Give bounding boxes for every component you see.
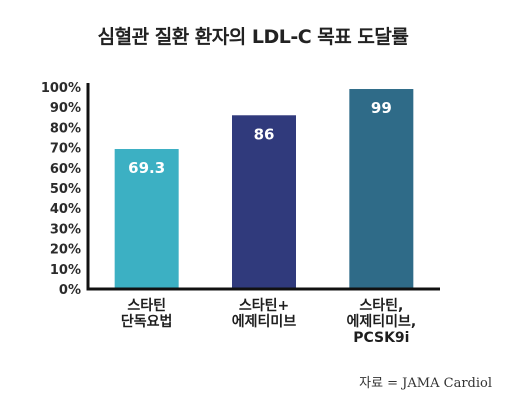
y-tick-label: 100%	[41, 81, 81, 96]
bars	[114, 89, 414, 290]
y-tick-label: 90%	[50, 101, 81, 116]
y-tick-label: 60%	[50, 162, 81, 177]
bar-value-label: 86	[254, 125, 275, 143]
y-tick-label: 20%	[50, 243, 81, 258]
bar	[349, 89, 414, 290]
category-label: 스타틴,	[359, 297, 403, 314]
bar-value-label: 69.3	[128, 159, 165, 177]
y-tick-label: 0%	[59, 283, 81, 298]
category-label: 단독요법	[121, 313, 173, 330]
y-tick-label: 40%	[50, 202, 81, 217]
y-axis-ticks: 0% 10% 20% 30% 40% 50% 60% 70% 80% 90% 100%	[41, 81, 81, 298]
bar-value-label: 99	[371, 99, 392, 117]
y-tick-label: 10%	[50, 263, 81, 278]
data-labels: 69.3 86 99	[128, 99, 392, 177]
category-label: PCSK9i	[353, 330, 409, 346]
y-tick-label: 50%	[50, 182, 81, 197]
chart-title: 심혈관 질환 환자의 LDL-C 목표 도달률	[97, 26, 409, 48]
category-label: 에제티미브	[232, 314, 297, 330]
category-label: 스타틴+	[239, 297, 289, 314]
bar	[232, 115, 296, 289]
bar	[114, 149, 179, 289]
source-note: 자료 = JAMA Cardiol	[359, 376, 492, 391]
y-tick-label: 30%	[50, 222, 81, 237]
y-tick-label: 80%	[50, 121, 81, 136]
category-label: 스타틴	[127, 297, 166, 314]
category-label: 에제티미브,	[346, 314, 416, 330]
y-tick-label: 70%	[50, 142, 81, 157]
